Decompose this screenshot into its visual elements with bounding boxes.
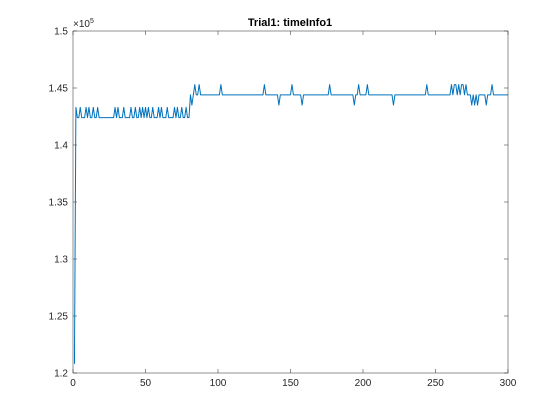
y-tick-label: 1.2 xyxy=(54,369,68,380)
x-tick-label: 250 xyxy=(427,378,444,389)
x-tick-label: 0 xyxy=(70,378,76,389)
x-tick-label: 300 xyxy=(500,378,517,389)
y-tick-label: 1.5 xyxy=(54,27,68,38)
x-tick-label: 50 xyxy=(140,378,152,389)
y-tick-label: 1.45 xyxy=(49,84,69,95)
y-tick-labels: 1.2 1.25 1.3 1.35 1.4 1.45 1.5 xyxy=(49,27,69,380)
y-exponent-label: ×105 xyxy=(73,18,94,30)
y-tick-label: 1.35 xyxy=(49,198,69,209)
axes-box xyxy=(72,30,509,374)
x-tick-label: 200 xyxy=(355,378,372,389)
x-tick-label: 150 xyxy=(282,378,299,389)
y-tick-label: 1.3 xyxy=(54,255,68,266)
x-tick-labels: 0 50 100 150 200 250 300 xyxy=(70,378,517,389)
chart-title: Trial1: timeInfo1 xyxy=(248,17,332,29)
series-line xyxy=(73,84,508,364)
plot-area xyxy=(73,31,508,373)
series-group xyxy=(73,84,508,364)
y-tick-label: 1.4 xyxy=(54,141,68,152)
x-tick-label: 100 xyxy=(210,378,227,389)
y-tick-label: 1.25 xyxy=(49,312,69,323)
